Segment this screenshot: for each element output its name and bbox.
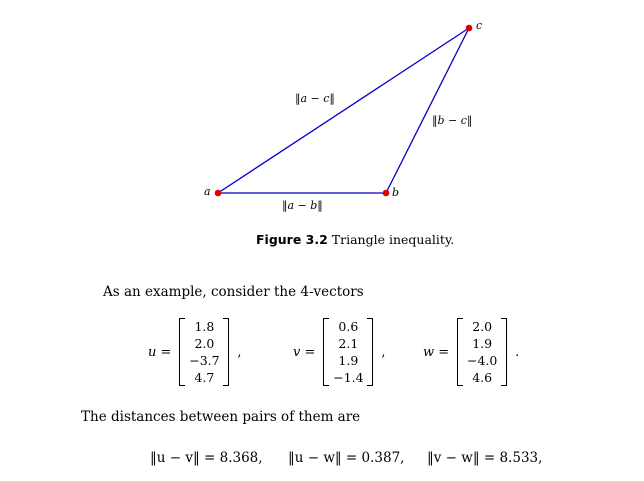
vector-cell: 2.0 bbox=[194, 336, 215, 351]
vector-cell: 0.6 bbox=[338, 319, 359, 334]
distance-v-w: ‖v − w‖ = 8.533, bbox=[427, 450, 543, 466]
vector-cell: 2.0 bbox=[472, 319, 493, 334]
vector-v-name: v = bbox=[293, 344, 316, 360]
vector-v-matrix: 0.6 2.1 1.9 −1.4 bbox=[323, 318, 374, 386]
vector-cell: 1.9 bbox=[472, 336, 493, 351]
vector-cell: 4.6 bbox=[472, 370, 493, 385]
point-a-label: a bbox=[204, 185, 211, 198]
caption-text: Triangle inequality. bbox=[327, 232, 455, 247]
edge-b-c bbox=[385, 27, 470, 194]
distance-u-v: ‖u − v‖ = 8.368, bbox=[150, 450, 263, 466]
vector-w-name: w = bbox=[423, 344, 450, 360]
edge-label-b-c: ‖b − c‖ bbox=[432, 114, 473, 127]
vector-cell: 1.9 bbox=[338, 353, 359, 368]
vector-cell: 4.7 bbox=[194, 370, 215, 385]
point-b bbox=[382, 189, 390, 197]
vector-v: v = 0.6 2.1 1.9 −1.4 , bbox=[293, 318, 386, 386]
edge-label-a-c: ‖a − c‖ bbox=[295, 92, 335, 105]
intro-sentence: As an example, consider the 4-vectors bbox=[103, 284, 364, 300]
point-c bbox=[465, 24, 473, 32]
vector-v-punct: , bbox=[381, 344, 386, 360]
distance-u-w: ‖u − w‖ = 0.387, bbox=[288, 450, 405, 466]
point-b-label: b bbox=[392, 186, 400, 199]
vector-u: u = 1.8 2.0 −3.7 4.7 , bbox=[148, 318, 242, 386]
vector-u-name: u = bbox=[148, 344, 172, 360]
point-a bbox=[214, 189, 222, 197]
distances-intro: The distances between pairs of them are bbox=[81, 409, 361, 425]
triangle-figure bbox=[214, 24, 473, 197]
point-c-label: c bbox=[476, 19, 483, 32]
vector-cell: 1.8 bbox=[194, 319, 215, 334]
vector-w: w = 2.0 1.9 −4.0 4.6 . bbox=[423, 318, 519, 386]
caption-number: Figure 3.2 bbox=[256, 232, 328, 247]
edge-a-c bbox=[217, 27, 470, 194]
vector-cell: −4.0 bbox=[466, 353, 498, 368]
vector-w-punct: . bbox=[515, 344, 520, 360]
figure-caption: Figure 3.2 Triangle inequality. bbox=[256, 232, 454, 247]
vector-cell: 2.1 bbox=[338, 336, 359, 351]
vector-u-matrix: 1.8 2.0 −3.7 4.7 bbox=[179, 318, 230, 386]
vector-u-punct: , bbox=[237, 344, 242, 360]
edge-label-a-b: ‖a − b‖ bbox=[282, 199, 323, 212]
vector-cell: −3.7 bbox=[189, 353, 220, 368]
vector-w-matrix: 2.0 1.9 −4.0 4.6 bbox=[457, 318, 508, 386]
vector-cell: −1.4 bbox=[333, 370, 364, 385]
